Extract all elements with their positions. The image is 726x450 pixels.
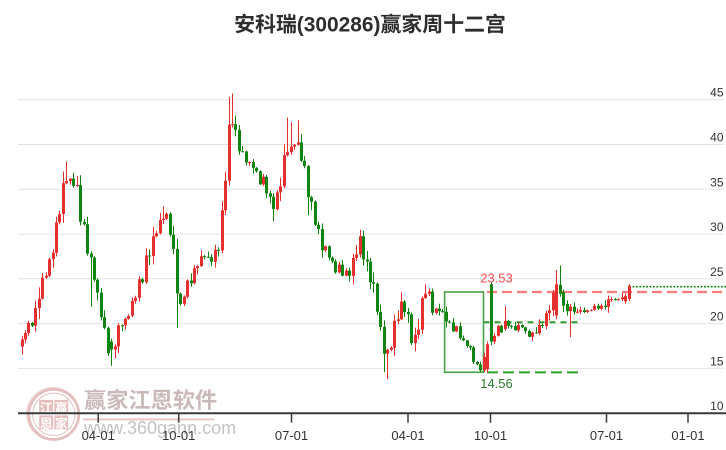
svg-text:04-01: 04-01 <box>82 428 115 443</box>
svg-text:20: 20 <box>710 310 724 324</box>
svg-text:www.360gann.com: www.360gann.com <box>83 418 236 438</box>
svg-text:40: 40 <box>710 131 724 145</box>
svg-text:01-01: 01-01 <box>671 428 704 443</box>
svg-text:35: 35 <box>710 175 724 189</box>
svg-text:07-01: 07-01 <box>275 428 308 443</box>
svg-text:04-01: 04-01 <box>391 428 424 443</box>
svg-text:45: 45 <box>710 86 724 100</box>
svg-text:10: 10 <box>710 399 724 413</box>
svg-text:30: 30 <box>710 220 724 234</box>
svg-text:10-01: 10-01 <box>162 428 195 443</box>
svg-text:10-01: 10-01 <box>474 428 507 443</box>
svg-text:07-01: 07-01 <box>590 428 623 443</box>
svg-text:25: 25 <box>710 265 724 279</box>
svg-text:15: 15 <box>710 354 724 368</box>
svg-text:14.56: 14.56 <box>480 376 513 391</box>
svg-text:23.53: 23.53 <box>480 271 513 286</box>
svg-text:(300286): (300286) <box>297 14 381 37</box>
